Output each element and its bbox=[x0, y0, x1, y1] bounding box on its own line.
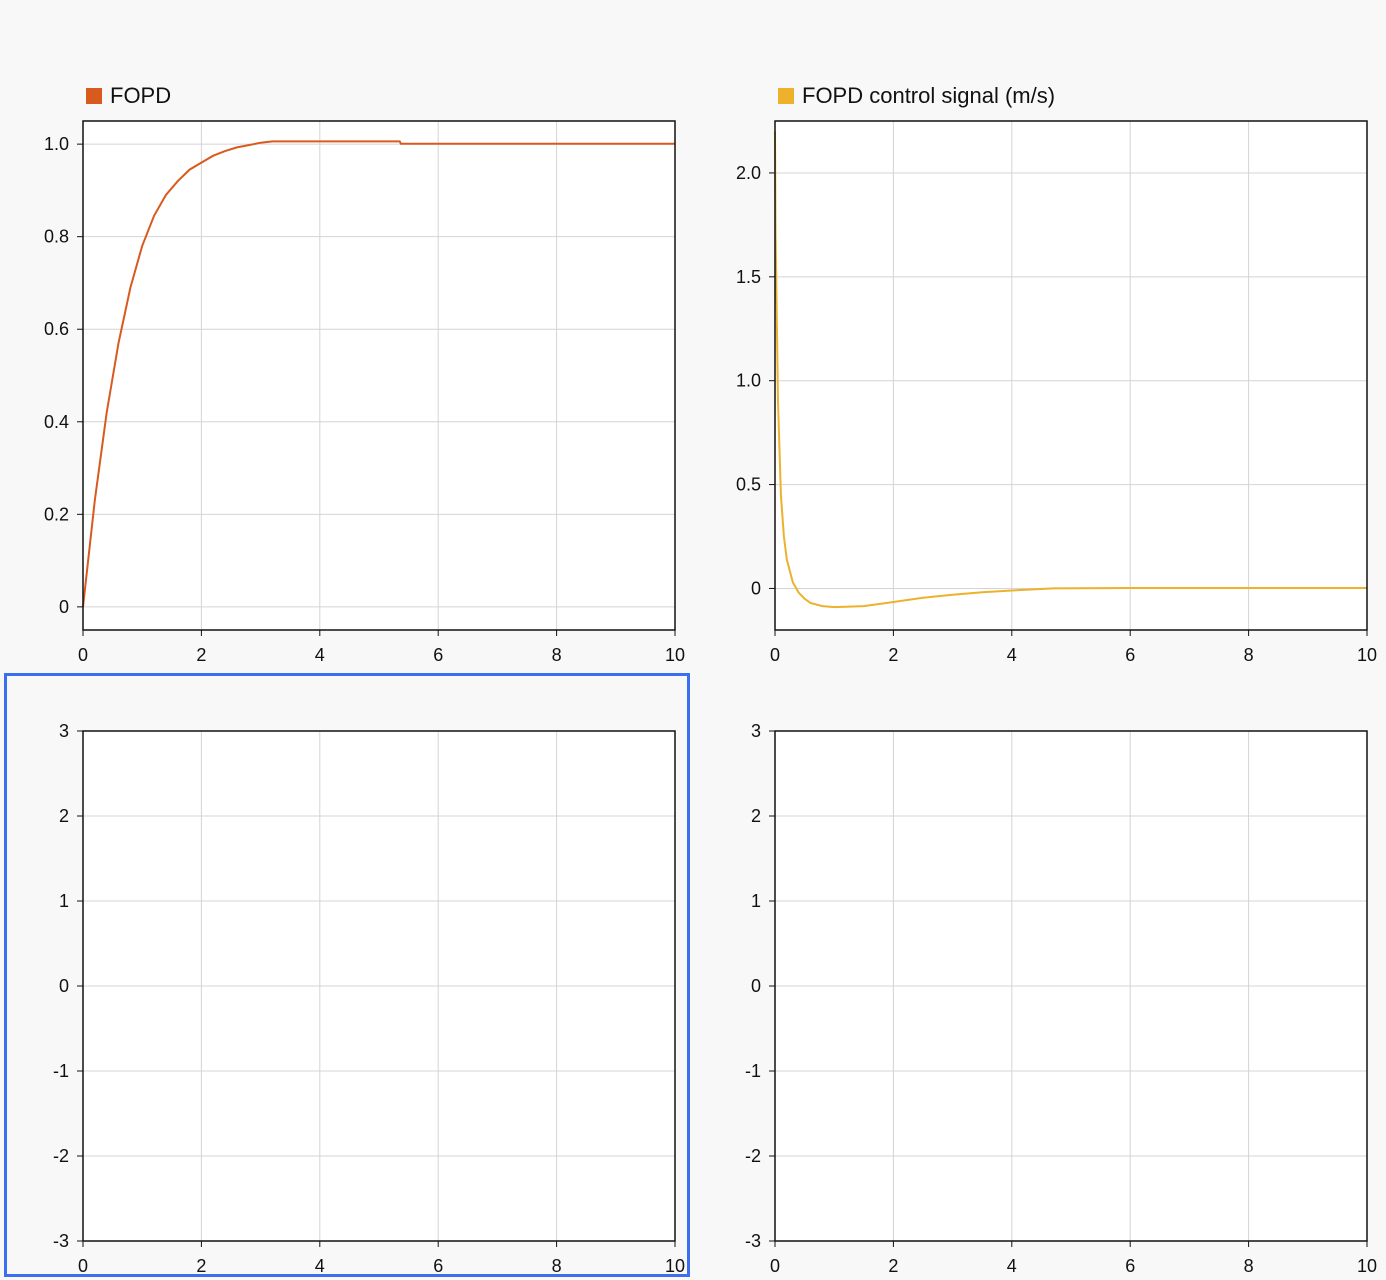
plot-3-y-tick-label: 2 bbox=[59, 806, 69, 826]
legend-swatch-fopd bbox=[86, 88, 102, 104]
plot-3-y-tick-label: 0 bbox=[59, 976, 69, 996]
plot-2-x-tick-label: 4 bbox=[1007, 645, 1017, 665]
plot-4-x-tick-label: 4 bbox=[1007, 1256, 1017, 1276]
plot-1-y-tick-label: 1.0 bbox=[44, 134, 69, 154]
plot-2-x-tick-label: 8 bbox=[1244, 645, 1254, 665]
plot-4-x-tick-label: 8 bbox=[1244, 1256, 1254, 1276]
plot-3-y-tick-label: -2 bbox=[53, 1146, 69, 1166]
plot-4-y-tick-label: 1 bbox=[751, 891, 761, 911]
plot-3-y-tick-label: -3 bbox=[53, 1231, 69, 1251]
plot-3-x-tick-label: 8 bbox=[552, 1256, 562, 1276]
plot-4-x-tick-label: 2 bbox=[888, 1256, 898, 1276]
plot-2-series-line bbox=[774, 131, 1367, 609]
plot-1-x-tick-label: 6 bbox=[433, 645, 443, 665]
legend-fopd-control-signal: FOPD control signal (m/s) bbox=[778, 83, 1055, 109]
plot-2-x-tick-label: 6 bbox=[1125, 645, 1135, 665]
plot-2-x-tick-label: 0 bbox=[770, 645, 780, 665]
plot-1-x-tick-label: 2 bbox=[196, 645, 206, 665]
legend-label-control-signal: FOPD control signal (m/s) bbox=[802, 83, 1056, 108]
plot-1-x-tick-label: 4 bbox=[315, 645, 325, 665]
plot-2-y-tick-label: 1.0 bbox=[736, 371, 761, 391]
plot-3-x-tick-label: 2 bbox=[196, 1256, 206, 1276]
plot-1-y-tick-label: 0.8 bbox=[44, 227, 69, 247]
plot-2-x-tick-label: 10 bbox=[1357, 645, 1377, 665]
legend-label-fopd: FOPD bbox=[110, 83, 172, 108]
plot-1-y-tick-label: 0.6 bbox=[44, 319, 69, 339]
plot-3-frame[interactable] bbox=[82, 730, 676, 1242]
plot-4-x-tick-label: 0 bbox=[770, 1256, 780, 1276]
plot-4-y-tick-label: 3 bbox=[751, 721, 761, 741]
legend-fopd: FOPD bbox=[86, 83, 171, 109]
plot-2-y-tick-label: 2.0 bbox=[736, 163, 761, 183]
plot-3-y-tick-label: 3 bbox=[59, 721, 69, 741]
plot-2-y-tick-label: 0.5 bbox=[736, 475, 761, 495]
plot-1-series-line bbox=[82, 140, 675, 608]
plot-3-x-tick-label: 4 bbox=[315, 1256, 325, 1276]
plot-1-x-tick-label: 8 bbox=[552, 645, 562, 665]
plot-2-area bbox=[775, 121, 1367, 630]
plot-4-y-tick-label: -1 bbox=[745, 1061, 761, 1081]
plot-3-x-tick-label: 6 bbox=[433, 1256, 443, 1276]
selected-axes-frame[interactable] bbox=[4, 673, 690, 1277]
plot-1-frame[interactable] bbox=[82, 120, 676, 631]
plot-2-x-tick-label: 2 bbox=[888, 645, 898, 665]
plot-4-y-tick-label: -2 bbox=[745, 1146, 761, 1166]
plot-1-y-tick-label: 0.4 bbox=[44, 412, 69, 432]
legend-swatch-control-signal bbox=[778, 88, 794, 104]
plot-4-frame[interactable] bbox=[774, 730, 1368, 1242]
plot-1-y-tick-label: 0 bbox=[59, 597, 69, 617]
plot-3-x-tick-label: 0 bbox=[78, 1256, 88, 1276]
plot-3-x-tick-label: 10 bbox=[665, 1256, 685, 1276]
plot-2-frame[interactable] bbox=[774, 120, 1368, 631]
plot-1-x-tick-label: 0 bbox=[78, 645, 88, 665]
plot-3-y-tick-label: -1 bbox=[53, 1061, 69, 1081]
plot-4-y-tick-label: 2 bbox=[751, 806, 761, 826]
plot-4-x-tick-label: 10 bbox=[1357, 1256, 1377, 1276]
plot-1-area bbox=[83, 121, 675, 630]
plot-4-y-tick-label: -3 bbox=[745, 1231, 761, 1251]
plot-1-x-tick-label: 10 bbox=[665, 645, 685, 665]
plot-3-y-tick-label: 1 bbox=[59, 891, 69, 911]
plot-1-y-tick-label: 0.2 bbox=[44, 504, 69, 524]
plot-2-y-tick-label: 0 bbox=[751, 578, 761, 598]
plot-4-x-tick-label: 6 bbox=[1125, 1256, 1135, 1276]
plot-2-y-tick-label: 1.5 bbox=[736, 267, 761, 287]
plot-4-y-tick-label: 0 bbox=[751, 976, 761, 996]
